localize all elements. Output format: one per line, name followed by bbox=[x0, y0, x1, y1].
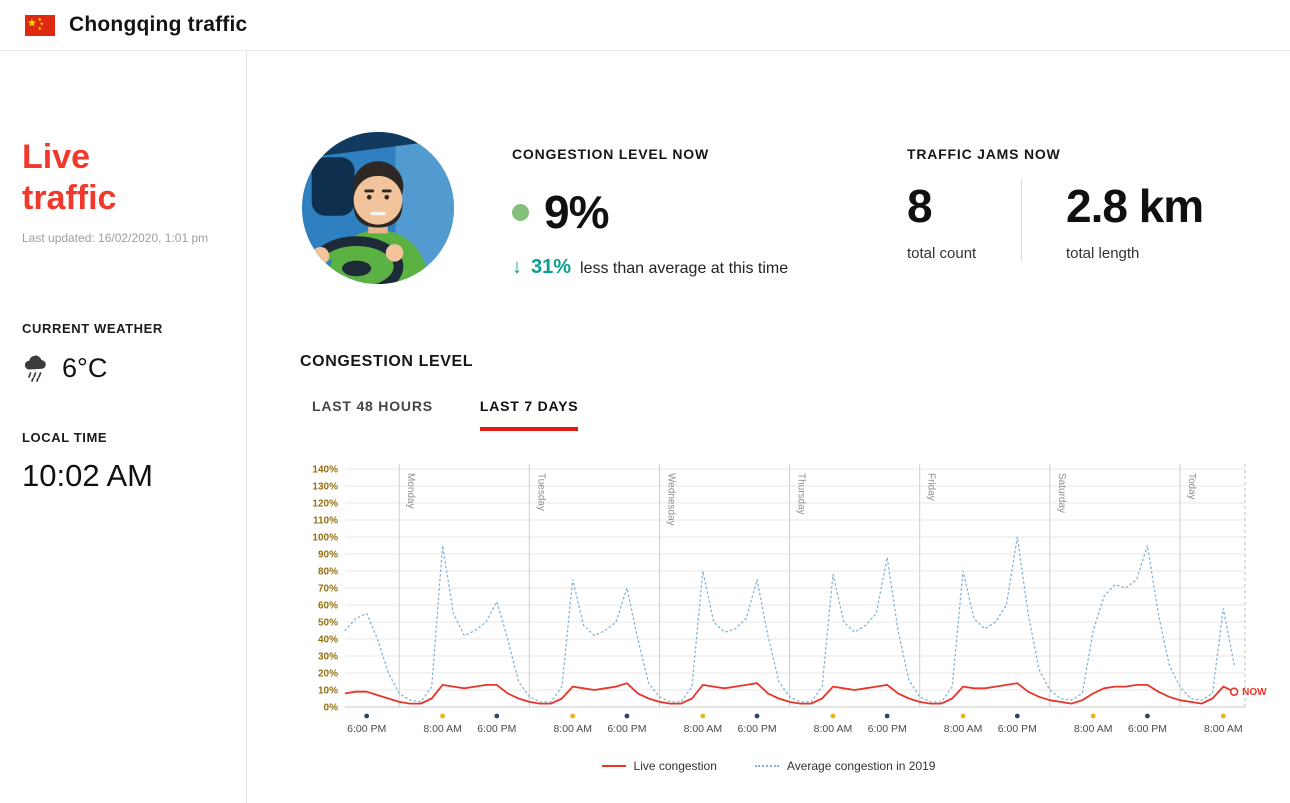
tab-last-48-hours[interactable]: LAST 48 HOURS bbox=[312, 398, 433, 414]
rain-cloud-icon bbox=[24, 355, 46, 382]
last-updated-text: Last updated: 16/02/2020, 1:01 pm bbox=[22, 231, 209, 245]
legend-solid-line-icon bbox=[601, 765, 626, 767]
svg-text:Monday: Monday bbox=[405, 473, 416, 509]
svg-text:Saturday: Saturday bbox=[1056, 473, 1067, 513]
svg-text:80%: 80% bbox=[318, 567, 338, 578]
congestion-now-panel: CONGESTION LEVEL NOW 9% ↓ 31% less than … bbox=[512, 146, 788, 279]
svg-text:Tuesday: Tuesday bbox=[535, 473, 546, 511]
legend-live-congestion: Live congestion bbox=[601, 759, 717, 773]
arrow-down-icon: ↓ bbox=[512, 256, 522, 278]
svg-text:40%: 40% bbox=[318, 635, 338, 646]
svg-text:50%: 50% bbox=[318, 618, 338, 629]
local-time-value: 10:02 AM bbox=[22, 458, 153, 493]
legend-average-congestion: Average congestion in 2019 bbox=[754, 759, 936, 773]
svg-text:NOW: NOW bbox=[1242, 687, 1267, 698]
svg-text:Friday: Friday bbox=[926, 473, 937, 501]
jam-length-caption: total length bbox=[1066, 245, 1140, 262]
svg-text:20%: 20% bbox=[318, 669, 338, 680]
traffic-jams-panel: TRAFFIC JAMS NOW 8 total count 2.8 km to… bbox=[907, 146, 1213, 262]
svg-text:110%: 110% bbox=[313, 516, 338, 527]
traffic-jams-label: TRAFFIC JAMS NOW bbox=[907, 146, 1061, 162]
local-time-label: LOCAL TIME bbox=[22, 430, 108, 445]
svg-text:6:00 PM: 6:00 PM bbox=[737, 723, 776, 735]
congestion-now-label: CONGESTION LEVEL NOW bbox=[512, 146, 709, 162]
svg-text:6:00 PM: 6:00 PM bbox=[347, 723, 386, 735]
jam-count-column: 8 total count bbox=[907, 179, 1021, 262]
svg-text:120%: 120% bbox=[312, 499, 338, 510]
svg-text:90%: 90% bbox=[318, 550, 338, 561]
svg-text:★: ★ bbox=[27, 17, 37, 29]
current-weather-label: CURRENT WEATHER bbox=[22, 321, 163, 336]
sidebar: Live traffic Last updated: 16/02/2020, 1… bbox=[0, 51, 247, 803]
congestion-chart-svg[interactable]: 0% 10% 20% 30% 40% 50% 60% 70% 80% 90% 100% 110% 120… bbox=[293, 455, 1288, 749]
congestion-delta-text: less than average at this time bbox=[580, 260, 789, 277]
app-header: ★ ★ ★ ★ Chongqing traffic bbox=[0, 0, 1290, 51]
svg-text:100%: 100% bbox=[312, 533, 338, 544]
svg-text:10%: 10% bbox=[318, 686, 338, 697]
congestion-chart-title: CONGESTION LEVEL bbox=[300, 353, 474, 370]
svg-text:Today: Today bbox=[1186, 473, 1197, 500]
svg-text:140%: 140% bbox=[312, 465, 338, 476]
legend-live-label: Live congestion bbox=[633, 759, 717, 773]
svg-text:30%: 30% bbox=[318, 652, 338, 663]
svg-text:70%: 70% bbox=[318, 584, 338, 595]
jam-count-caption: total count bbox=[907, 245, 977, 262]
svg-text:130%: 130% bbox=[312, 482, 338, 493]
page-title: Chongqing traffic bbox=[69, 13, 248, 36]
chart-legend: Live congestion Average congestion in 20… bbox=[247, 759, 1290, 773]
congestion-delta-value: 31% bbox=[531, 256, 572, 278]
congestion-status-dot bbox=[512, 203, 529, 221]
jam-count-value: 8 bbox=[907, 180, 933, 232]
weather-row: 6°C bbox=[22, 353, 226, 384]
main-content: CONGESTION LEVEL NOW 9% ↓ 31% less than … bbox=[247, 51, 1290, 803]
tab-last-7-days[interactable]: LAST 7 DAYS bbox=[479, 398, 579, 431]
svg-text:8:00 AM: 8:00 AM bbox=[553, 723, 592, 735]
svg-text:6:00 PM: 6:00 PM bbox=[477, 723, 516, 735]
svg-text:8:00 AM: 8:00 AM bbox=[1074, 723, 1113, 735]
chart-tabs: LAST 48 HOURS LAST 7 DAYS bbox=[312, 398, 579, 431]
driver-avatar-illustration bbox=[301, 131, 455, 285]
jam-length-value: 2.8 km bbox=[1066, 180, 1204, 232]
svg-text:★: ★ bbox=[38, 26, 43, 32]
svg-text:★: ★ bbox=[38, 17, 43, 23]
svg-text:6:00 PM: 6:00 PM bbox=[607, 723, 646, 735]
svg-text:0%: 0% bbox=[324, 703, 339, 714]
svg-text:★: ★ bbox=[40, 21, 45, 27]
svg-text:8:00 AM: 8:00 AM bbox=[944, 723, 983, 735]
china-flag-icon: ★ ★ ★ ★ bbox=[25, 14, 55, 36]
temperature-value: 6°C bbox=[62, 353, 108, 383]
svg-text:6:00 PM: 6:00 PM bbox=[998, 723, 1037, 735]
congestion-chart[interactable]: 0% 10% 20% 30% 40% 50% 60% 70% 80% 90% 100% 110% 120… bbox=[293, 455, 1288, 749]
jam-length-column: 2.8 km total length bbox=[1021, 179, 1213, 262]
svg-text:Wednesday: Wednesday bbox=[665, 473, 676, 526]
svg-text:8:00 AM: 8:00 AM bbox=[684, 723, 723, 735]
svg-text:6:00 PM: 6:00 PM bbox=[1128, 723, 1167, 735]
svg-text:8:00 AM: 8:00 AM bbox=[1204, 723, 1243, 735]
live-traffic-title: Live traffic bbox=[22, 138, 117, 217]
svg-text:6:00 PM: 6:00 PM bbox=[868, 723, 907, 735]
legend-average-label: Average congestion in 2019 bbox=[786, 759, 936, 773]
svg-text:Thursday: Thursday bbox=[796, 473, 807, 515]
svg-text:8:00 AM: 8:00 AM bbox=[814, 723, 853, 735]
legend-dotted-line-icon bbox=[754, 765, 779, 767]
svg-text:8:00 AM: 8:00 AM bbox=[423, 723, 462, 735]
congestion-value: 9% bbox=[544, 186, 609, 238]
svg-text:60%: 60% bbox=[318, 601, 338, 612]
